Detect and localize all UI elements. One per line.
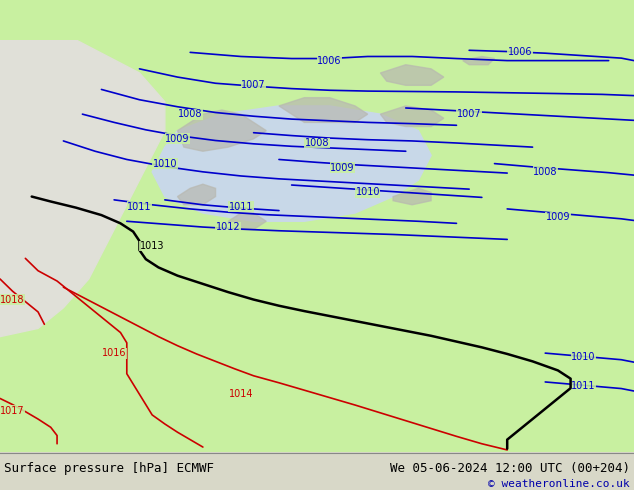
Text: 1009: 1009: [546, 212, 570, 222]
Polygon shape: [380, 65, 444, 85]
Polygon shape: [178, 110, 266, 151]
Text: 1010: 1010: [571, 352, 595, 362]
Polygon shape: [178, 184, 216, 205]
Text: 1008: 1008: [305, 138, 329, 148]
Text: 1010: 1010: [356, 188, 380, 197]
Text: 1011: 1011: [127, 202, 152, 212]
Text: 1014: 1014: [229, 390, 253, 399]
Text: We 05-06-2024 12:00 UTC (00+204): We 05-06-2024 12:00 UTC (00+204): [390, 462, 630, 474]
Text: 1009: 1009: [330, 163, 354, 172]
Text: 1011: 1011: [229, 202, 253, 212]
Text: 1016: 1016: [102, 348, 126, 358]
Text: 1007: 1007: [242, 80, 266, 90]
Text: 1012: 1012: [216, 222, 240, 232]
Text: Surface pressure [hPa] ECMWF: Surface pressure [hPa] ECMWF: [4, 462, 214, 474]
Text: 1007: 1007: [457, 109, 481, 119]
Polygon shape: [279, 98, 368, 122]
Text: 1008: 1008: [533, 167, 557, 177]
Polygon shape: [393, 188, 431, 205]
Text: 1006: 1006: [318, 55, 342, 66]
Text: 1017: 1017: [1, 406, 25, 416]
Text: 1009: 1009: [165, 134, 190, 144]
Text: 1008: 1008: [178, 109, 202, 119]
Polygon shape: [380, 106, 444, 126]
Text: 1013: 1013: [140, 241, 164, 251]
Polygon shape: [152, 106, 431, 221]
Polygon shape: [463, 56, 495, 65]
Text: 1011: 1011: [571, 381, 595, 391]
Text: 1018: 1018: [1, 294, 25, 305]
Text: 1006: 1006: [508, 48, 532, 57]
Polygon shape: [0, 40, 165, 337]
Text: 1010: 1010: [153, 159, 177, 169]
Text: © weatheronline.co.uk: © weatheronline.co.uk: [488, 479, 630, 489]
Polygon shape: [228, 213, 266, 229]
